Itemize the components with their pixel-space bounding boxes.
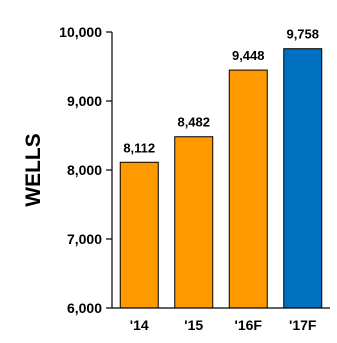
x-tick-label-2: '16F	[235, 317, 263, 333]
x-tick-labels-group: '14 '15 '16F '17F	[130, 317, 317, 333]
bar-3	[283, 48, 323, 309]
y-tick-label-2: 8,000	[67, 162, 102, 178]
x-tick-label-1: '15	[184, 317, 203, 333]
data-label-0: 8,112	[123, 140, 155, 155]
y-tick-label-3: 9,000	[67, 93, 102, 109]
bar-1	[174, 136, 214, 309]
x-tick-label-0: '14	[130, 317, 149, 333]
data-label-3: 9,758	[286, 27, 319, 42]
y-axis-title: WELLS	[22, 133, 45, 207]
y-axis-title-group: WELLS	[22, 133, 45, 207]
y-tick-labels-group: 6,000 7,000 8,000 9,000 10,000	[59, 24, 102, 316]
y-tick-label-4: 10,000	[59, 24, 102, 40]
data-label-1: 8,482	[177, 115, 210, 130]
bar-2	[228, 69, 268, 309]
data-labels-group: 8,112 8,482 9,448 9,758	[123, 27, 319, 156]
data-label-2: 9,448	[232, 48, 265, 63]
axes-group	[106, 31, 330, 309]
x-tick-label-3: '17F	[289, 317, 317, 333]
bar-0	[119, 161, 159, 309]
bars-group	[119, 48, 323, 309]
y-tick-label-1: 7,000	[67, 231, 102, 247]
y-tick-label-0: 6,000	[67, 300, 102, 316]
